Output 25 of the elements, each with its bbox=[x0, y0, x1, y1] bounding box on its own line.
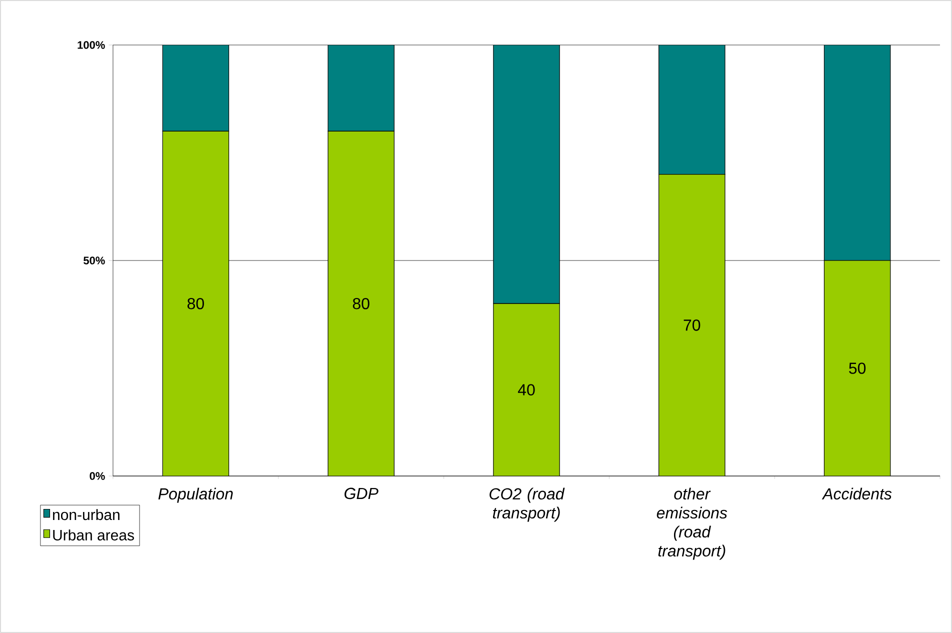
bar bbox=[162, 45, 230, 132]
bar bbox=[824, 260, 891, 476]
bar bbox=[328, 131, 394, 476]
bar bbox=[162, 131, 229, 476]
data-label: 40 bbox=[518, 384, 535, 396]
y-tick-label: 100% bbox=[78, 41, 105, 49]
y-tick-label: 50% bbox=[84, 256, 105, 264]
x-tick-label: Population bbox=[158, 488, 233, 503]
bar bbox=[493, 45, 560, 304]
bar bbox=[493, 304, 560, 476]
x-tick-label: GDP bbox=[344, 488, 378, 500]
x-tick-label: Accidents bbox=[822, 488, 892, 500]
legend-label: non-urban bbox=[53, 509, 120, 520]
y-tick-label: 0% bbox=[90, 472, 105, 480]
x-tick-label: CO2 (road transport) bbox=[490, 488, 565, 522]
bar bbox=[328, 45, 394, 132]
bar bbox=[658, 174, 725, 476]
data-label: 80 bbox=[352, 298, 370, 310]
bar bbox=[824, 45, 891, 261]
data-label: 80 bbox=[188, 298, 204, 310]
bar bbox=[658, 45, 726, 175]
data-label: 50 bbox=[849, 362, 866, 374]
legend-label: Urban areas bbox=[53, 529, 134, 540]
data-label: 70 bbox=[684, 319, 700, 331]
x-tick-label: other emissions (road transport) bbox=[656, 488, 728, 560]
